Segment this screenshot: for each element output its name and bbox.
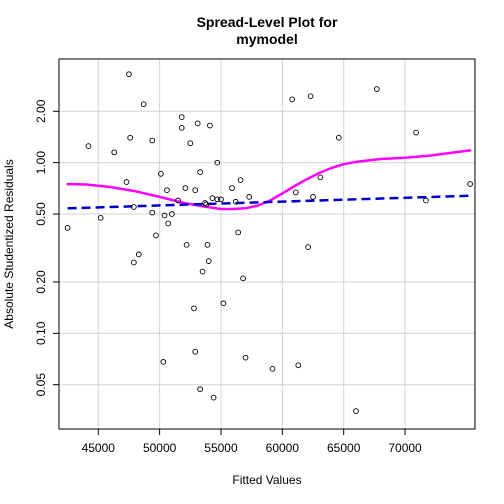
data-point: [203, 201, 210, 208]
data-point: [164, 187, 170, 194]
data-point: [214, 196, 221, 203]
chart-title-line-1: Spread-Level Plot for: [197, 14, 338, 30]
data-point: [218, 196, 224, 203]
data-point: [292, 189, 299, 196]
data-point: [310, 194, 316, 200]
data-point: [210, 394, 217, 401]
data-point: [204, 241, 211, 248]
data-point: [197, 169, 203, 175]
data-point: [289, 96, 296, 103]
data-point: [127, 134, 134, 141]
data-point: [467, 181, 473, 187]
data-point: [131, 204, 137, 210]
data-point: [413, 129, 419, 136]
data-point: [207, 122, 213, 129]
data-point: [165, 220, 172, 227]
data-point: [295, 362, 302, 369]
y-axis: 0.05 0.10 0.20 0.50 1.00 2.00: [34, 99, 59, 396]
y-tick-label: 0.20: [34, 270, 48, 294]
y-axis-label: Absolute Studentized Residuals: [2, 159, 16, 328]
x-tick-label: 45000: [82, 441, 116, 455]
data-point: [64, 224, 71, 231]
data-point: [240, 275, 246, 282]
data-point: [317, 174, 324, 181]
data-point: [220, 300, 227, 307]
fit-line: [67, 194, 471, 210]
x-tick-label: 65000: [327, 441, 361, 455]
x-axis: 45000 50000 55000 60000 65000 70000: [82, 429, 422, 455]
data-point: [175, 197, 181, 204]
data-point: [160, 359, 167, 365]
data-point: [373, 86, 380, 92]
x-tick-label: 60000: [266, 441, 300, 455]
y-tick-label: 0.05: [34, 373, 48, 397]
chart-title-line-2: mymodel: [236, 31, 297, 47]
data-point: [135, 251, 142, 258]
data-points: [64, 71, 473, 414]
y-tick-label: 0.50: [34, 202, 48, 226]
y-tick-label: 0.10: [34, 321, 48, 345]
data-point: [194, 120, 201, 127]
data-point: [214, 159, 221, 166]
data-point: [149, 137, 156, 144]
x-tick-label: 70000: [388, 441, 422, 455]
data-point: [237, 177, 244, 183]
data-point: [111, 149, 118, 156]
grid-lines: [59, 59, 475, 429]
data-point: [229, 185, 235, 191]
data-point: [307, 93, 314, 100]
data-point: [232, 198, 239, 205]
data-point: [149, 209, 156, 216]
fit-line-segment: [67, 194, 471, 210]
data-point: [140, 101, 147, 108]
data-point: [161, 212, 168, 219]
data-point: [197, 386, 203, 393]
data-point: [131, 259, 137, 266]
data-point: [199, 268, 206, 275]
y-tick-label: 1.00: [34, 151, 48, 175]
data-point: [126, 71, 132, 78]
data-point: [192, 348, 199, 355]
plot-frame: [58, 58, 476, 430]
data-point: [269, 365, 276, 372]
data-point: [242, 354, 249, 361]
data-point: [183, 241, 190, 248]
data-point: [305, 244, 311, 250]
data-point: [97, 214, 104, 221]
y-tick-label: 2.00: [34, 99, 48, 123]
x-tick-label: 50000: [143, 441, 177, 455]
data-point: [123, 179, 130, 185]
data-point: [353, 408, 359, 414]
smooth-line: [66, 149, 472, 211]
data-point: [169, 211, 175, 217]
data-point: [191, 305, 197, 312]
smooth-curve: [66, 149, 472, 211]
data-point: [246, 194, 253, 200]
x-tick-label: 55000: [204, 441, 238, 455]
data-point: [335, 134, 342, 141]
data-point: [85, 143, 92, 149]
data-point: [187, 140, 194, 147]
data-point: [205, 258, 212, 264]
data-point: [153, 232, 159, 239]
data-point: [202, 200, 208, 206]
data-point: [178, 114, 185, 120]
data-point: [192, 187, 199, 194]
data-point: [235, 229, 242, 236]
x-axis-label: Fitted Values: [232, 473, 301, 487]
data-point: [423, 197, 429, 204]
data-point: [178, 124, 185, 131]
data-point: [158, 170, 164, 177]
data-point: [182, 185, 189, 191]
data-point: [209, 195, 216, 201]
